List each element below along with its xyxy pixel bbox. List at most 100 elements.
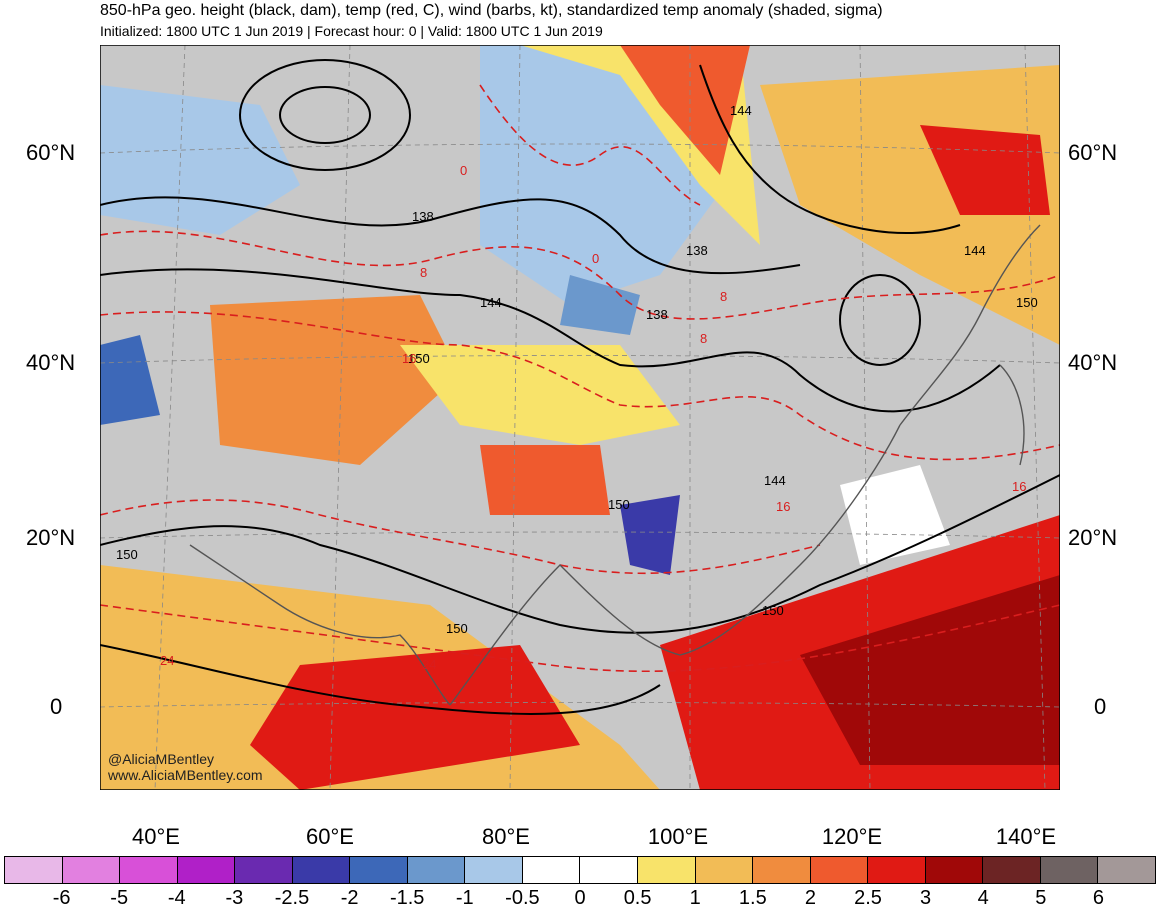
temp-label: 16 [1012, 479, 1026, 494]
warm-anomaly-ural [620, 45, 750, 175]
height-contour-north [699, 64, 961, 235]
colorbar-label: -0.5 [505, 887, 540, 909]
colorbar-swatch [925, 857, 984, 883]
lon-label: 140°E [995, 824, 1057, 849]
temp-label: 8 [420, 265, 427, 280]
height-label: 138 [646, 307, 668, 322]
warm-anomaly-indian-ocean [250, 645, 580, 790]
temp-contour-8 [99, 230, 1061, 320]
map-canvas: 138 144 144 138 138 144 150 150 144 150 … [99, 44, 1061, 791]
colorbar-swatch [465, 857, 523, 883]
temp-contour-24 [99, 499, 821, 575]
temp-label: 16 [776, 499, 790, 514]
coastline-china-korea [899, 224, 1041, 426]
lon-label: 80°E [482, 824, 530, 849]
colorbar-label: 0.5 [623, 887, 652, 909]
height-contour-144 [99, 268, 1001, 413]
temp-label: 24 [422, 657, 436, 672]
lat-label-right: 0 [1094, 694, 1107, 719]
lon-label: 120°E [821, 824, 883, 849]
height-contour-138 [99, 196, 801, 275]
temp-label: 0 [460, 163, 467, 178]
warm-anomaly-plateau [480, 445, 610, 515]
colorbar-label: 1 [689, 887, 701, 909]
coastline-se-asia [449, 424, 901, 706]
height-contour-low-1 [239, 59, 411, 171]
coastlines [189, 224, 1041, 706]
warm-anomaly-central [400, 345, 680, 445]
colorbar-label: -1.5 [389, 887, 425, 909]
colorbar [4, 856, 1156, 884]
chart-subtitle: Initialized: 1800 UTC 1 Jun 2019 | Forec… [100, 23, 603, 39]
colorbar-label: 2.5 [854, 887, 882, 909]
colorbar-swatch [522, 857, 581, 883]
cold-anomaly-west [100, 335, 160, 425]
colorbar-label: 2 [804, 887, 816, 909]
lat-label-left: 40°N [26, 350, 76, 375]
colorbar-swatch [62, 857, 121, 883]
height-label: 150 [408, 351, 430, 366]
temp-contour-16 [99, 311, 1061, 461]
height-label: 144 [764, 473, 786, 488]
lat-label-left: 20°N [26, 525, 76, 550]
colorbar-label: -6 [52, 887, 71, 909]
height-label: 150 [446, 621, 468, 636]
colorbar-swatch [292, 857, 351, 883]
colorbar-swatch [1040, 857, 1099, 883]
lon-label: 60°E [306, 824, 354, 849]
temp-label: 16 [402, 351, 416, 366]
graticule-60e [329, 44, 351, 791]
colorbar-swatch [1098, 857, 1155, 883]
colorbar-label: -2.5 [274, 887, 310, 909]
graticule-20n [99, 531, 1061, 539]
lat-label-left: 60°N [26, 140, 76, 165]
lat-label-left: 0 [50, 694, 63, 719]
height-label: 144 [730, 103, 752, 118]
neutral-anomaly-east [840, 465, 950, 565]
chart-title: 850-hPa geo. height (black, dam), temp (… [100, 2, 883, 19]
graticule-40n [99, 355, 1061, 364]
lat-label-right: 60°N [1068, 140, 1118, 165]
temp-label: 8 [700, 331, 707, 346]
colorbar-label: 3 [920, 887, 932, 909]
credit-url: www.AliciaMBentley.com [108, 767, 263, 783]
graticule-140e [1024, 44, 1046, 791]
colorbar-label: 5 [1035, 887, 1047, 909]
colorbar-swatch [983, 857, 1041, 883]
contour-labels: 138 144 144 138 138 144 150 150 144 150 … [116, 103, 1038, 636]
lat-label-right: 40°N [1068, 350, 1118, 375]
colorbar-swatch [235, 857, 293, 883]
lon-label: 100°E [647, 824, 709, 849]
temp-contour-24-south [99, 604, 1061, 673]
graticule-0 [99, 702, 1061, 708]
coastline-japan [999, 364, 1025, 466]
height-label: 150 [116, 547, 138, 562]
height-contour-low-2 [279, 86, 371, 144]
colorbar-swatch [407, 857, 466, 883]
colorbar-label: 1.5 [738, 887, 767, 909]
temp-contour-0 [479, 84, 701, 206]
graticule-40e [154, 44, 186, 791]
colorbar-swatch [177, 857, 236, 883]
colorbar-label: -5 [110, 887, 129, 909]
warm-anomaly-iran [210, 295, 460, 465]
height-contour-150 [99, 474, 1061, 634]
colorbar-label: 4 [977, 887, 989, 909]
colorbar-swatch [350, 857, 408, 883]
graticule [99, 44, 1061, 791]
temp-contours [99, 84, 1061, 673]
map-panel: 138 144 144 138 138 144 150 150 144 150 … [99, 44, 1061, 791]
temp-labels: 0 8 0 8 8 16 16 24 24 16 [160, 163, 1026, 672]
graticule-60n [99, 143, 1061, 154]
warm-anomaly-okhotsk [920, 125, 1050, 215]
colorbar-swatch [580, 857, 639, 883]
lon-label: 40°E [132, 824, 180, 849]
colorbar-swatch [753, 857, 811, 883]
height-label: 144 [964, 243, 986, 258]
lat-label-right: 20°N [1068, 525, 1118, 550]
colorbar-swatch [695, 857, 754, 883]
height-label: 138 [686, 243, 708, 258]
height-contour-150-south [99, 644, 661, 715]
height-label: 150 [762, 603, 784, 618]
warm-anomaly-pacific-core [800, 575, 1060, 765]
